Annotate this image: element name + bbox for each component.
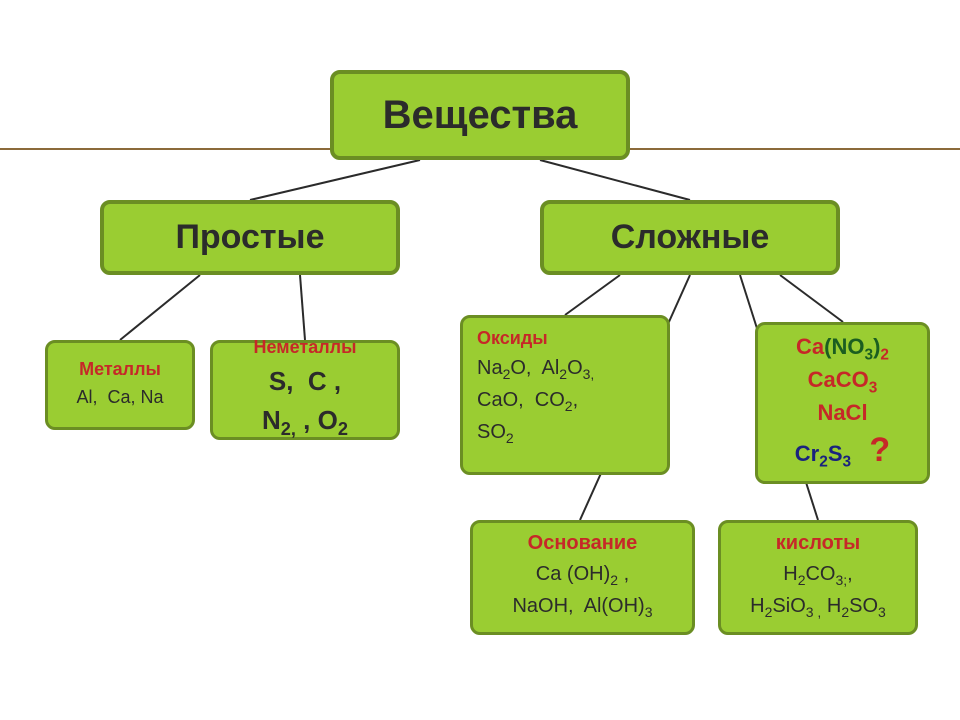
node-nonmetals-title: Неметаллы xyxy=(254,337,357,358)
node-oxides-content: Na2O, Al2O3,CaO, CO2,SO2 xyxy=(477,353,594,449)
node-acids-content: H2CO3;,H2SiO3 , H2SO3 xyxy=(750,559,886,623)
node-bases-title: Основание xyxy=(528,532,638,555)
node-complex-label: Сложные xyxy=(611,218,770,257)
node-salts: Ca(NO3)2CaCO3NaClCr2S3 ? xyxy=(755,322,930,484)
node-metals-content: Al, Ca, Na xyxy=(76,384,163,411)
node-complex: Сложные xyxy=(540,200,840,275)
node-salts-line: Ca(NO3)2 xyxy=(796,333,889,365)
node-acids-title: кислоты xyxy=(776,532,860,555)
node-bases: Основание Ca (OH)2 ,NaOH, Al(OH)3 xyxy=(470,520,695,635)
node-metals: Металлы Al, Ca, Na xyxy=(45,340,195,430)
node-simple-label: Простые xyxy=(175,218,324,257)
node-root-label: Вещества xyxy=(383,93,578,138)
node-metals-title: Металлы xyxy=(79,359,161,380)
node-acids: кислоты H2CO3;,H2SiO3 , H2SO3 xyxy=(718,520,918,635)
node-bases-content: Ca (OH)2 ,NaOH, Al(OH)3 xyxy=(512,559,652,623)
node-root: Вещества xyxy=(330,70,630,160)
node-nonmetals: Неметаллы S, C ,N2, , O2 xyxy=(210,340,400,440)
node-salts-line: CaCO3 xyxy=(808,366,878,398)
node-salts-line: NaCl xyxy=(817,399,867,428)
node-salts-line: Cr2S3 ? xyxy=(795,428,890,472)
node-oxides-title: Оксиды xyxy=(477,328,548,349)
node-nonmetals-content: S, C ,N2, , O2 xyxy=(262,362,348,443)
node-oxides: Оксиды Na2O, Al2O3,CaO, CO2,SO2 xyxy=(460,315,670,475)
node-simple: Простые xyxy=(100,200,400,275)
